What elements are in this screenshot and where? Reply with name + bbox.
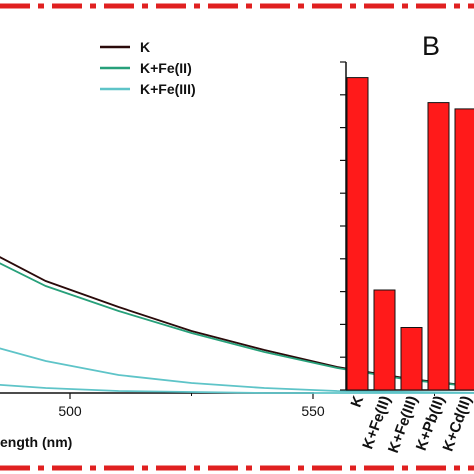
bar-category-label: K [348,393,368,409]
legend-label: K+Fe(II) [140,60,192,76]
bars [346,77,474,391]
y-tick-marks [340,61,346,391]
x-tick-label: 550 [301,403,325,419]
x-tick-labels: 500550600 [58,403,325,419]
x-axis-label: ength (nm) [0,434,72,450]
bar [373,289,396,391]
bar [454,108,474,391]
series-line-unnamed [0,383,474,394]
legend-label: K+Fe(III) [140,81,196,97]
legend-label: K [140,39,150,55]
bar-category-labels: KK+Fe(II)K+Fe(III)K+Pb(II)K+Cd(II)K+ [348,393,474,455]
bar [400,327,423,391]
bar [346,77,369,391]
series-line-k-fe-iii- [0,347,474,394]
legend: K K+Fe(II) K+Fe(III) [100,39,196,97]
bar [427,102,450,391]
x-tick-label: 500 [58,403,82,419]
panel-b-label: B [422,31,440,61]
